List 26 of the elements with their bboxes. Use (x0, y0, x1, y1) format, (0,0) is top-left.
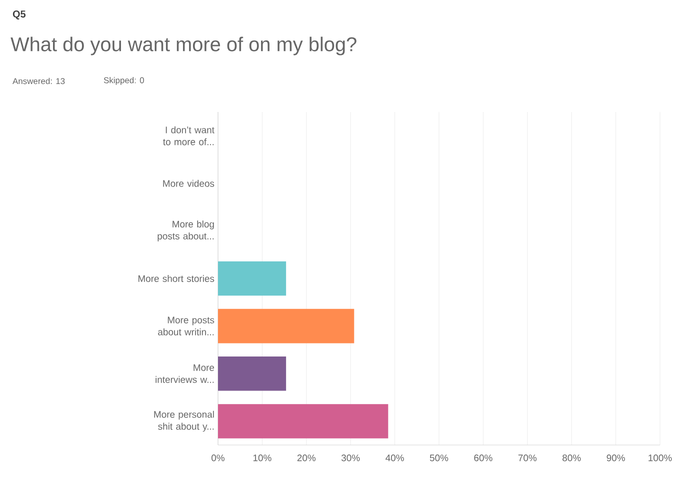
x-tick-label: 30% (341, 454, 360, 462)
x-tick-label: 100% (648, 454, 672, 462)
x-tick-label: 80% (562, 454, 581, 462)
x-tick-label: 70% (518, 454, 537, 462)
bar (218, 261, 286, 296)
bar (218, 308, 354, 344)
y-tick-label: More short stories (138, 275, 214, 282)
y-tick-label: More personal shit about y... (154, 410, 214, 432)
x-tick-label: 90% (606, 454, 625, 462)
x-tick-label: 50% (430, 454, 448, 462)
x-tick-label: 20% (297, 454, 316, 462)
text: Answered: 13 (12, 78, 65, 84)
x-tick-label: 0% (212, 454, 224, 462)
text: Skipped: 0 (104, 77, 144, 85)
bar (218, 404, 388, 438)
y-tick-label: More videos (163, 180, 214, 187)
y-tick-label: More blog posts about... (158, 220, 214, 242)
y-tick-label: More interviews w... (156, 364, 214, 383)
y-tick-label: More posts about writin... (158, 316, 214, 336)
x-tick-label: 10% (253, 454, 272, 462)
x-tick-label: 60% (474, 454, 492, 462)
chart-title: What do you want more of on my blog? (10, 36, 356, 56)
bar (218, 356, 286, 391)
text: Q5 (12, 10, 26, 20)
x-tick-label: 40% (386, 454, 404, 462)
y-tick-label: I don’t want to more of... (163, 126, 214, 146)
